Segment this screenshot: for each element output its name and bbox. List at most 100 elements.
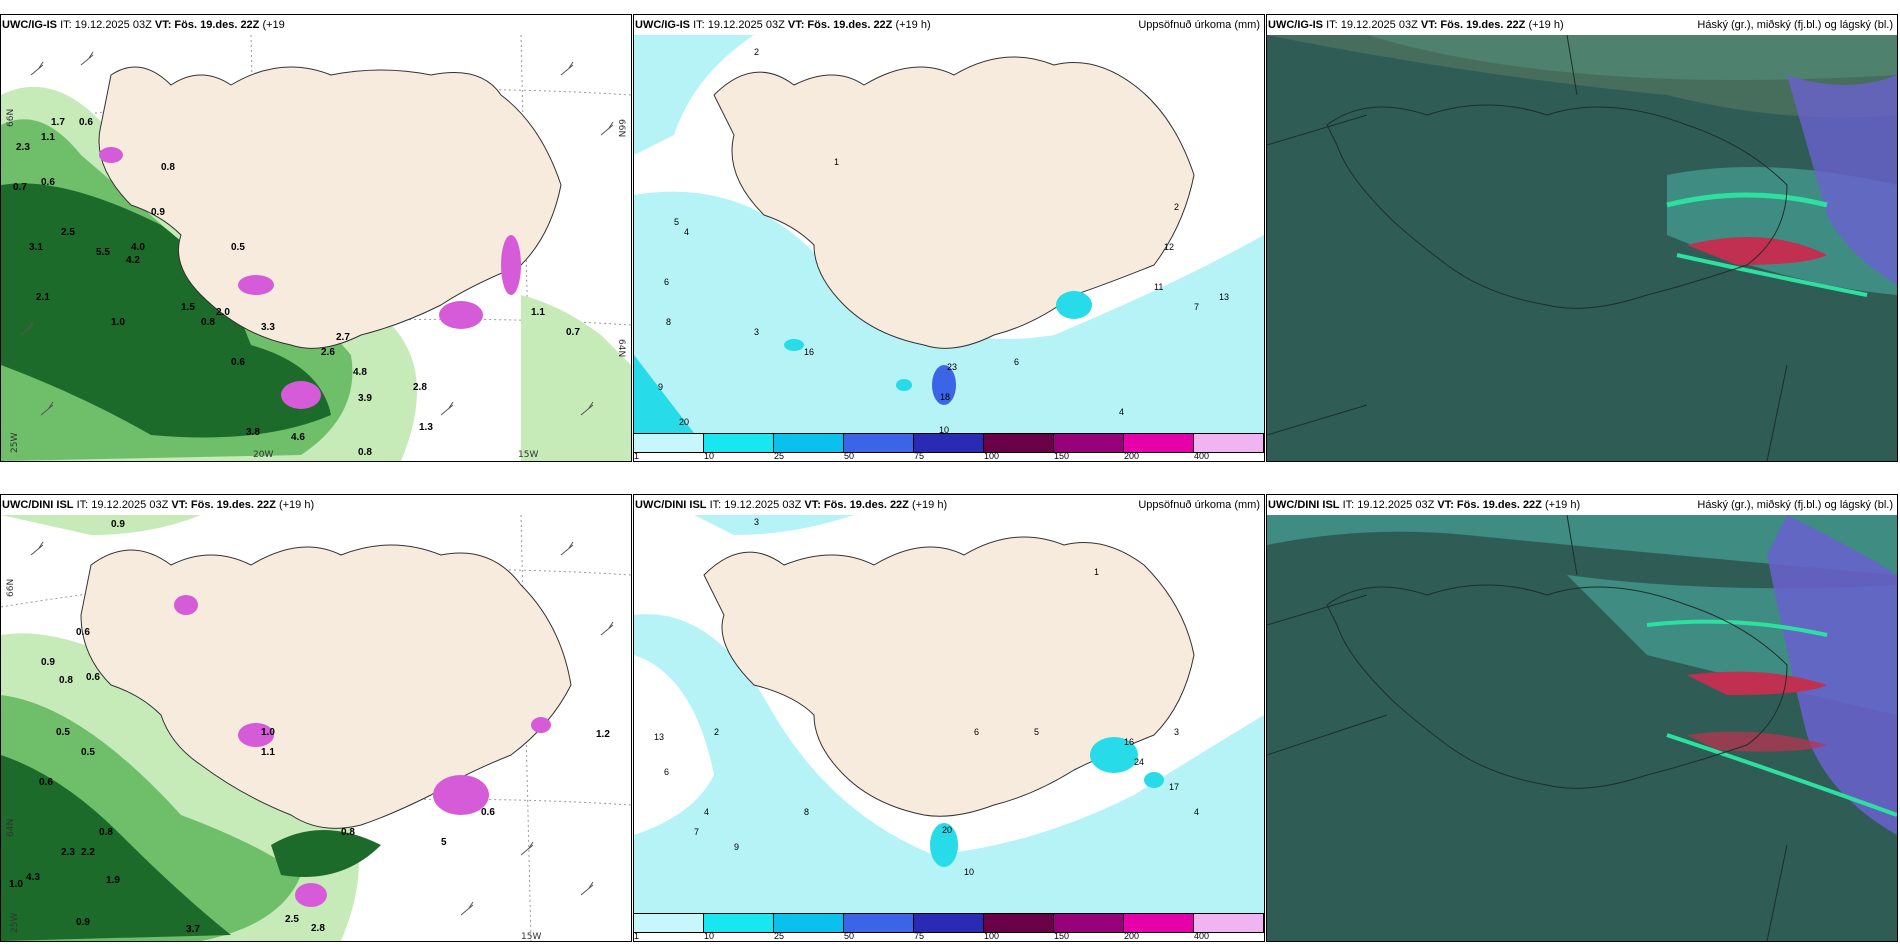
svg-text:2.7: 2.7 [336,332,350,343]
svg-text:3.3: 3.3 [261,322,275,333]
svg-text:0.8: 0.8 [341,827,355,838]
cloud-cover-map [1267,35,1897,461]
svg-text:8: 8 [804,807,809,817]
svg-text:4: 4 [1119,407,1124,417]
panel-wind-precip-dini: UWC/DINI ISL IT: 19.12.2025 03Z VT: Fös.… [0,494,632,942]
iceland-outline [1326,104,1788,309]
svg-text:11: 11 [1154,282,1163,292]
svg-text:1.1: 1.1 [531,307,545,318]
svg-text:7: 7 [694,827,699,837]
legend-swatch [1054,434,1124,452]
svg-text:0.6: 0.6 [39,777,53,788]
iceland-land [713,56,1195,349]
svg-text:2.5: 2.5 [61,227,75,238]
svg-text:5: 5 [674,217,679,227]
svg-text:0.7: 0.7 [13,182,27,193]
panel-title: Uppsöfnuð úrkoma (mm) [1138,19,1260,31]
svg-text:0.6: 0.6 [86,672,100,683]
precip-values: 3 1 2 4 6 7 8 9 10 13 20 16 24 17 5 3 4 … [654,517,1199,877]
svg-text:0.9: 0.9 [111,519,125,530]
svg-text:0.9: 0.9 [76,917,90,928]
legend-label: 75 [914,451,925,461]
lon-label: 25W [10,433,20,453]
legend-swatch [704,434,774,452]
svg-text:3.1: 3.1 [29,242,43,253]
map-area[interactable]: 1.7 0.6 2.3 1.1 0.6 0.7 0.8 0.9 3.1 2.5 … [1,35,631,461]
iceland-land [703,536,1195,817]
svg-text:10: 10 [939,425,949,433]
legend-swatch [634,914,704,932]
lat-label: 64N [616,339,626,357]
svg-text:9: 9 [734,842,739,852]
iceland-land [80,544,572,829]
svg-text:24: 24 [1134,757,1144,767]
svg-text:2.5: 2.5 [285,914,299,925]
svg-text:1.9: 1.9 [106,875,120,886]
model-name: UWC/IG-IS [1268,19,1323,31]
svg-text:1.1: 1.1 [261,747,275,758]
map-area[interactable]: 0.9 0.6 0.9 0.8 0.5 0.6 0.5 0.6 0.8 1.0 … [1,515,631,941]
color-legend: 1 10 25 50 75 100 150 200 400 [634,433,1264,461]
map-area[interactable] [1267,515,1897,941]
panel-clouds-ig-is: UWC/IG-IS IT: 19.12.2025 03Z VT: Fös. 19… [1266,14,1898,462]
precip-values: 0.9 0.6 0.9 0.8 0.5 0.6 0.5 0.6 0.8 1.0 … [9,519,610,935]
lead-time: (+19 h) [1544,499,1581,511]
svg-text:2.3: 2.3 [61,847,75,858]
wind-barbs [20,51,614,416]
legend-label: 150 [1054,451,1070,461]
panel-title: Háský (gr.), miðský (fj.bl.) og lágský (… [1697,19,1893,31]
legend-label: 1 [634,451,640,461]
svg-text:1.0: 1.0 [261,727,275,738]
svg-text:0.8: 0.8 [59,675,73,686]
svg-text:0.9: 0.9 [151,207,165,218]
init-time: IT: 19.12.2025 03Z [1326,19,1418,31]
svg-text:1.0: 1.0 [111,317,125,328]
svg-text:0.6: 0.6 [79,117,93,128]
legend-swatch [1194,914,1264,932]
model-name: UWC/DINI ISL [635,499,707,511]
wind-barbs [30,541,614,916]
init-time: IT: 19.12.2025 03Z [1342,499,1435,511]
svg-text:4: 4 [684,227,689,237]
svg-text:6: 6 [974,727,979,737]
svg-text:1.5: 1.5 [181,302,195,313]
lon-label: 20W [253,450,273,460]
map-area[interactable]: 2 1 3 5 4 6 8 9 20 10 16 12 11 13 7 23 1… [634,35,1264,433]
svg-text:12: 12 [1164,242,1174,252]
legend-label: 25 [774,451,785,461]
legend-swatch [1194,434,1264,452]
svg-text:5: 5 [1034,727,1039,737]
panel-title: Uppsöfnuð úrkoma (mm) [1138,499,1260,511]
svg-text:17: 17 [1169,782,1179,792]
legend-label: 150 [1054,931,1070,941]
svg-text:2.8: 2.8 [413,382,427,393]
map-area[interactable]: 3 1 2 4 6 7 8 9 10 13 20 16 24 17 5 3 4 … [634,515,1264,913]
valid-time: VT: Fös. 19.des. 22Z [171,499,276,511]
legend-swatch [1124,434,1194,452]
svg-text:13: 13 [654,732,664,742]
svg-text:2: 2 [1174,202,1179,212]
heavy-precip [99,147,521,409]
model-name: UWC/DINI ISL [1268,499,1340,511]
svg-text:7: 7 [1194,302,1199,312]
map-area[interactable] [1267,35,1897,461]
svg-text:0.8: 0.8 [358,447,372,458]
lon-label: 15W [521,932,541,941]
panel-header: UWC/IG-IS IT: 19.12.2025 03Z VT: Fös. 19… [634,15,1264,35]
svg-text:2.1: 2.1 [36,292,50,303]
svg-text:16: 16 [804,347,814,357]
svg-text:1.7: 1.7 [51,117,65,128]
svg-text:13: 13 [1219,292,1229,302]
accum-precip-map: 3 1 2 4 6 7 8 9 10 13 20 16 24 17 5 3 4 … [634,515,1264,913]
svg-text:2.3: 2.3 [16,142,30,153]
svg-text:1.0: 1.0 [9,879,23,890]
valid-time: VT: Fös. 19.des. 22Z [154,19,260,31]
svg-text:2.0: 2.0 [216,307,230,318]
wind-precip-map: 0.9 0.6 0.9 0.8 0.5 0.6 0.5 0.6 0.8 1.0 … [1,515,631,941]
init-time: IT: 19.12.2025 03Z [76,499,169,511]
legend-label: 75 [914,931,925,941]
svg-text:6: 6 [664,277,669,287]
svg-text:23: 23 [947,362,957,372]
model-name: UWC/IG-IS [635,19,690,31]
panel-header: UWC/IG-IS IT: 19.12.2025 03Z VT: Fös. 19… [1267,15,1897,35]
